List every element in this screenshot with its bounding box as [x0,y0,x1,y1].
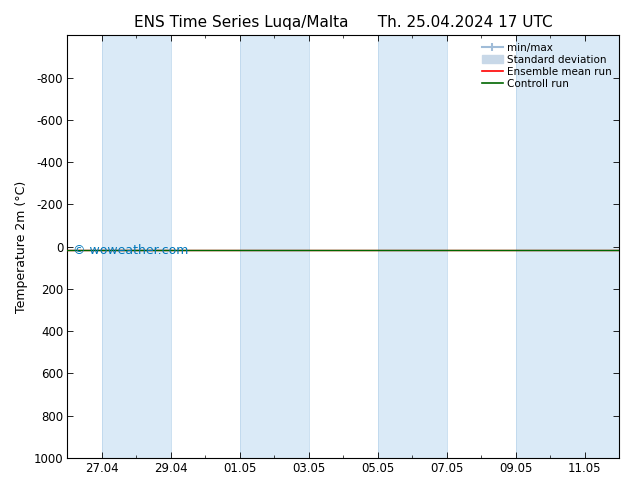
Y-axis label: Temperature 2m (°C): Temperature 2m (°C) [15,180,28,313]
Text: © woweather.com: © woweather.com [73,245,188,257]
Bar [102,35,171,458]
Legend: min/max, Standard deviation, Ensemble mean run, Controll run: min/max, Standard deviation, Ensemble me… [480,41,614,91]
Bar [378,35,446,458]
Title: ENS Time Series Luqa/Malta      Th. 25.04.2024 17 UTC: ENS Time Series Luqa/Malta Th. 25.04.202… [134,15,552,30]
Bar [240,35,309,458]
Bar [515,35,619,458]
